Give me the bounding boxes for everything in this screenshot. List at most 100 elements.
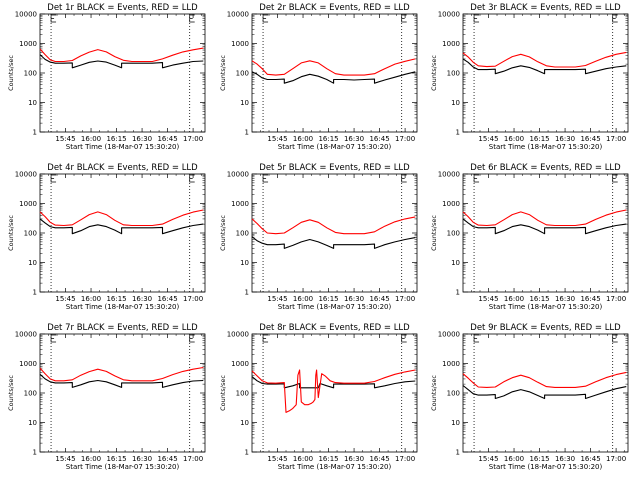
events-line bbox=[251, 236, 416, 249]
x-tick-label: 16:30 bbox=[344, 135, 364, 143]
panel-title: Det 1r BLACK = Events, RED = LLD bbox=[47, 3, 198, 13]
events-line bbox=[462, 58, 627, 75]
y-tick-label: 10 bbox=[28, 419, 37, 427]
y-tick-label: 10 bbox=[451, 99, 460, 107]
panel-title: Det 6r BLACK = Events, RED = LLD bbox=[470, 163, 621, 173]
y-tick-label: 10000 bbox=[438, 171, 460, 179]
y-tick-label: 100 bbox=[24, 390, 37, 398]
y-tick-label: 10000 bbox=[15, 11, 37, 19]
y-tick-label: 100 bbox=[236, 390, 249, 398]
events-line bbox=[462, 218, 627, 235]
y-tick-label: 1 bbox=[33, 449, 37, 457]
y-tick-label: 1 bbox=[456, 289, 460, 297]
panel-det-1: Det 1r BLACK = Events, RED = LLD 1 10 100 10… bbox=[7, 3, 206, 151]
x-tick-label: 16:00 bbox=[81, 135, 101, 143]
x-tick-label: 17:00 bbox=[606, 455, 626, 463]
x-tick-label: 16:45 bbox=[580, 295, 600, 303]
panel-title: Det 5r BLACK = Events, RED = LLD bbox=[259, 163, 410, 173]
y-axis-title: Counts/sec bbox=[430, 55, 438, 91]
y-axis-title: Counts/sec bbox=[219, 55, 227, 91]
plot-frame bbox=[39, 13, 206, 133]
eclipse-marker-glyph bbox=[189, 334, 195, 343]
y-tick-label: 10 bbox=[451, 419, 460, 427]
x-tick-label: 16:15 bbox=[529, 295, 549, 303]
x-tick-label: 16:30 bbox=[132, 295, 152, 303]
x-tick-label: 16:30 bbox=[555, 455, 575, 463]
x-axis-title: Start Time (18-Mar-07 15:30:20) bbox=[278, 143, 392, 151]
x-tick-label: 16:45 bbox=[580, 135, 600, 143]
eclipse-marker-glyph bbox=[612, 334, 618, 343]
panel-det-7: Det 7r BLACK = Events, RED = LLD 1 10 100 10… bbox=[7, 323, 206, 471]
y-axis-title: Counts/sec bbox=[7, 55, 15, 91]
y-axis-title: Counts/sec bbox=[7, 375, 15, 411]
events-line bbox=[39, 373, 204, 388]
plot-frame bbox=[462, 13, 629, 133]
y-tick-label: 1000 bbox=[231, 360, 249, 368]
y-tick-label: 1000 bbox=[442, 200, 460, 208]
x-tick-label: 16:45 bbox=[157, 295, 177, 303]
y-tick-label: 10000 bbox=[227, 11, 249, 19]
eclipse-marker-glyph bbox=[262, 334, 269, 343]
y-tick-label: 100 bbox=[447, 70, 460, 78]
eclipse-marker-glyph bbox=[189, 174, 195, 183]
x-tick-label: 16:30 bbox=[555, 135, 575, 143]
plot-frame bbox=[39, 333, 206, 453]
y-tick-label: 1000 bbox=[19, 360, 37, 368]
x-tick-label: 16:00 bbox=[293, 295, 313, 303]
panel-title: Det 7r BLACK = Events, RED = LLD bbox=[47, 323, 198, 333]
x-tick-label: 15:45 bbox=[267, 135, 287, 143]
y-axis-title: Counts/sec bbox=[219, 375, 227, 411]
x-tick-label: 16:30 bbox=[555, 295, 575, 303]
panel-det-2: Det 2r BLACK = Events, RED = LLD 1 10 100 10… bbox=[219, 3, 418, 151]
x-tick-label: 17:00 bbox=[183, 135, 203, 143]
x-tick-label: 16:45 bbox=[157, 135, 177, 143]
x-tick-label: 17:00 bbox=[395, 295, 415, 303]
x-tick-label: 15:45 bbox=[267, 295, 287, 303]
y-tick-label: 1000 bbox=[442, 40, 460, 48]
x-axis-title: Start Time (18-Mar-07 15:30:20) bbox=[66, 303, 180, 311]
eclipse-marker-glyph bbox=[473, 14, 480, 23]
plot-frame bbox=[462, 173, 629, 293]
lld-line bbox=[251, 58, 416, 76]
x-tick-label: 16:00 bbox=[504, 295, 524, 303]
x-axis-title: Start Time (18-Mar-07 15:30:20) bbox=[489, 143, 603, 151]
y-tick-label: 10000 bbox=[15, 171, 37, 179]
eclipse-marker-glyph bbox=[612, 14, 618, 23]
panel-title: Det 8r BLACK = Events, RED = LLD bbox=[259, 323, 410, 333]
x-tick-label: 16:45 bbox=[157, 455, 177, 463]
y-tick-label: 1000 bbox=[231, 40, 249, 48]
x-tick-label: 16:15 bbox=[106, 295, 126, 303]
x-tick-label: 16:15 bbox=[529, 135, 549, 143]
lld-line bbox=[39, 366, 204, 382]
y-tick-label: 100 bbox=[236, 230, 249, 238]
x-tick-label: 15:45 bbox=[478, 295, 498, 303]
y-tick-label: 10000 bbox=[227, 331, 249, 339]
y-tick-label: 1 bbox=[456, 129, 460, 137]
panel-det-3: Det 3r BLACK = Events, RED = LLD 1 10 100 10… bbox=[430, 3, 629, 151]
plot-frame bbox=[251, 333, 418, 453]
x-axis-title: Start Time (18-Mar-07 15:30:20) bbox=[66, 143, 180, 151]
x-axis-title: Start Time (18-Mar-07 15:30:20) bbox=[66, 463, 180, 471]
plot-frame bbox=[39, 173, 206, 293]
panel-det-8: Det 8r BLACK = Events, RED = LLD 1 10 100 10… bbox=[219, 323, 418, 471]
panel-det-4: Det 4r BLACK = Events, RED = LLD 1 10 100 10… bbox=[7, 163, 206, 311]
y-tick-label: 100 bbox=[447, 390, 460, 398]
x-tick-label: 16:00 bbox=[504, 455, 524, 463]
y-tick-label: 1000 bbox=[19, 40, 37, 48]
x-tick-label: 15:45 bbox=[478, 135, 498, 143]
y-axis-title: Counts/sec bbox=[7, 215, 15, 251]
panel-title: Det 9r BLACK = Events, RED = LLD bbox=[470, 323, 621, 333]
panel-det-9: Det 9r BLACK = Events, RED = LLD 1 10 100 10… bbox=[430, 323, 629, 471]
y-tick-label: 1 bbox=[456, 449, 460, 457]
lld-line bbox=[462, 51, 627, 68]
x-tick-label: 17:00 bbox=[183, 295, 203, 303]
x-tick-label: 16:15 bbox=[318, 455, 338, 463]
y-tick-label: 1 bbox=[245, 129, 249, 137]
y-tick-label: 10 bbox=[240, 419, 249, 427]
x-tick-label: 16:45 bbox=[369, 455, 389, 463]
panel-title: Det 2r BLACK = Events, RED = LLD bbox=[259, 3, 410, 13]
x-tick-label: 16:30 bbox=[132, 135, 152, 143]
x-tick-label: 16:15 bbox=[318, 295, 338, 303]
eclipse-marker-glyph bbox=[401, 174, 407, 183]
panel-title: Det 4r BLACK = Events, RED = LLD bbox=[47, 163, 198, 173]
